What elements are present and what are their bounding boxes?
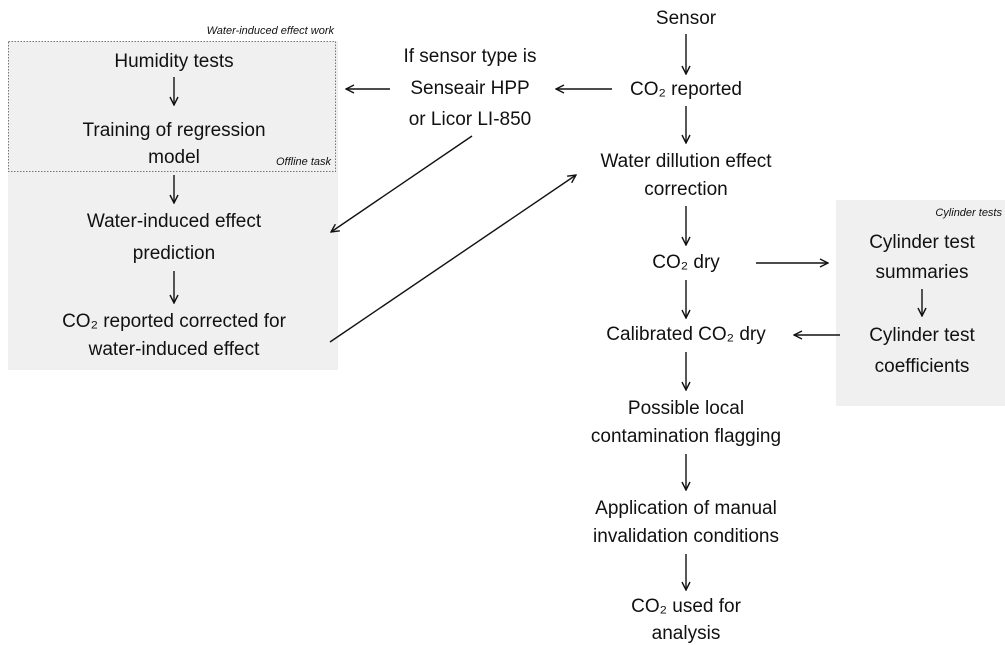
- node-label: Water dillution effect: [600, 151, 772, 172]
- node-label: correction: [644, 179, 727, 200]
- node-label: Cylinder test: [869, 325, 975, 346]
- node-label: prediction: [133, 243, 215, 264]
- node-label: CO₂ used for: [631, 596, 741, 617]
- group-title: Cylinder tests: [935, 207, 1002, 219]
- node-label: summaries: [876, 262, 969, 283]
- node-label: or Licor LI-850: [409, 109, 532, 130]
- group-title: Water-induced effect work: [207, 25, 335, 37]
- node-label: CO₂ reported: [630, 79, 742, 100]
- group-subtitle: Offline task: [276, 156, 332, 168]
- node-label: Calibrated CO₂ dry: [606, 324, 766, 345]
- group-box: [8, 41, 338, 370]
- arrows: [174, 34, 922, 590]
- node-label: coefficients: [875, 356, 970, 377]
- node-label: CO₂ reported corrected for: [62, 311, 287, 332]
- node-label: Water-induced effect: [87, 211, 262, 232]
- node-label: Sensor: [656, 8, 717, 29]
- offline-box: [8, 41, 336, 172]
- node-label: contamination flagging: [591, 426, 781, 447]
- node-label: analysis: [652, 623, 721, 644]
- node-label: CO₂ dry: [652, 252, 720, 273]
- node-label: Humidity tests: [114, 51, 233, 72]
- node-label: Training of regression: [82, 120, 265, 141]
- node-label: If sensor type is: [403, 46, 536, 67]
- node-label: Application of manual: [595, 498, 777, 519]
- node-label: model: [148, 147, 200, 168]
- node-label: Cylinder test: [869, 232, 975, 253]
- node-label: Possible local: [628, 398, 744, 419]
- node-label: invalidation conditions: [593, 526, 779, 547]
- node-label: Senseair HPP: [410, 78, 529, 99]
- group-box: [836, 200, 1005, 406]
- node-label: water-induced effect: [88, 339, 260, 360]
